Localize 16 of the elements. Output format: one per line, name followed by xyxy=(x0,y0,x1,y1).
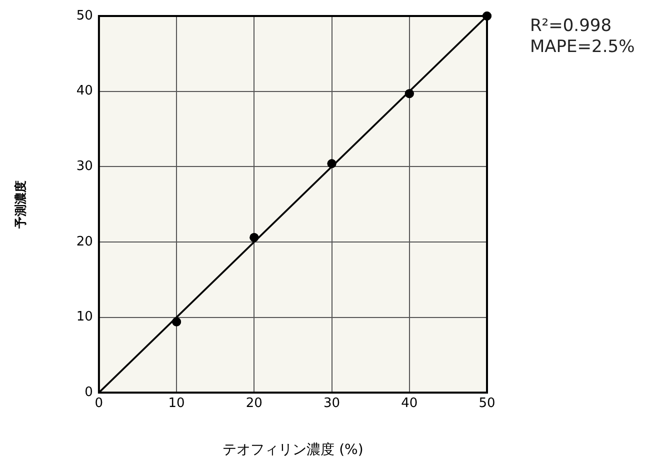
y-tick-label: 10 xyxy=(76,310,93,325)
text: R²=0.998 xyxy=(530,16,612,36)
x-tick-label: 50 xyxy=(478,396,496,411)
x-tick-label: 0 xyxy=(94,396,104,411)
y-tick-label: 50 xyxy=(76,8,93,24)
x-tick-label: 40 xyxy=(401,396,418,411)
text: MAPE=2.5% xyxy=(530,36,635,57)
x-axis-title: テオフィリン濃度 (%) xyxy=(222,442,364,458)
x-tick-label: 10 xyxy=(168,396,185,411)
y-tick-label: 30 xyxy=(76,159,93,174)
y-axis-title: 予測濃度 xyxy=(13,180,28,230)
y-tick-label: 20 xyxy=(76,234,93,250)
x-tick-label: 30 xyxy=(324,396,340,411)
y-tick-label: 0 xyxy=(84,384,93,400)
x-tick-label: 20 xyxy=(246,396,262,411)
y-tick-label: 40 xyxy=(76,84,93,99)
